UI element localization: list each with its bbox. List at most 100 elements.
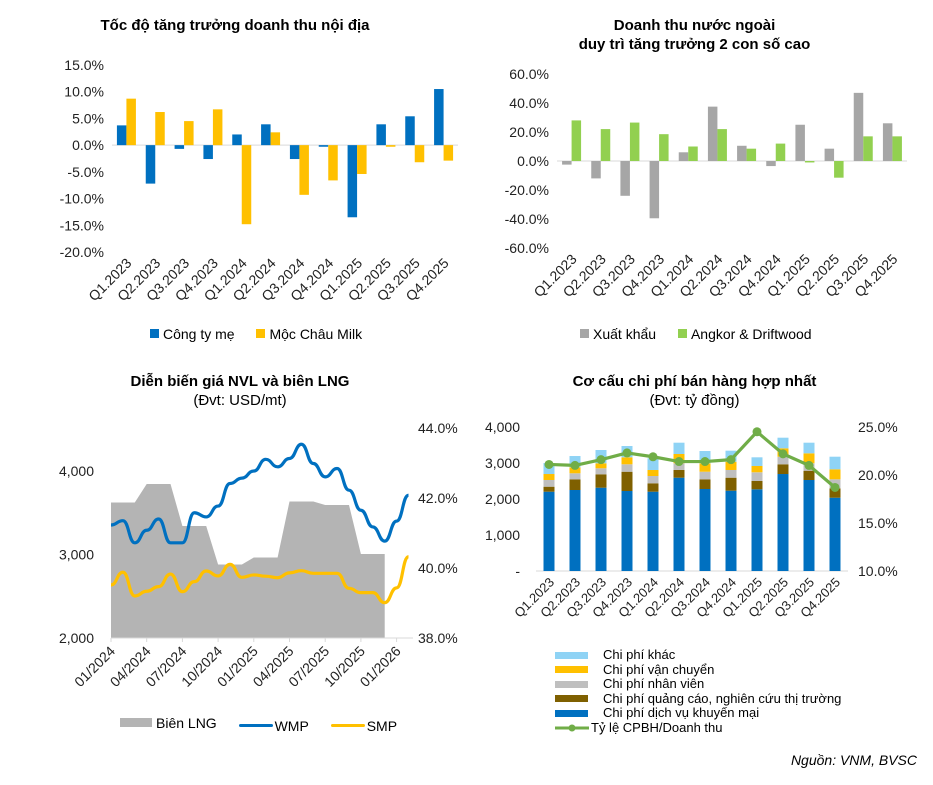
chart-legend: Chi phí khác Chi phí vận chuyển Chi phí … [555,647,841,736]
bar-mộc-châu-milk [241,145,252,225]
bar-công-ty-mẹ [232,134,242,146]
bar-segment [829,456,841,470]
bar-công-ty-mẹ [145,145,156,184]
legend-swatch [120,718,152,727]
bar-angkor-&-driftwood [863,136,873,161]
bar-mộc-châu-milk [443,145,454,161]
bar-angkor-&-driftwood [600,129,611,161]
bar-segment [829,488,841,498]
bar-công-ty-mẹ [318,145,329,147]
legend-item: SMP [330,717,398,734]
bar-angkor-&-driftwood [717,129,727,161]
bar-công-ty-mẹ [261,124,271,146]
bar-mộc-châu-milk [126,98,136,146]
y-tick-label-left: 2,000 [59,630,94,646]
y-tick-label: -15.0% [60,217,104,233]
chart-subtitle: (Đvt: USD/mt) [193,392,287,409]
bar-angkor-&-driftwood [746,148,757,161]
line-point [648,452,658,462]
bar-segment [673,463,685,470]
bar-segment [777,437,789,449]
chart-title: Tốc độ tăng trưởng doanh thu nội địa [100,17,370,34]
y-tick-label: 20.0% [509,124,549,140]
bar-segment [751,472,763,481]
legend-item: Tỷ lệ CPBH/Doanh thu [555,719,841,736]
y-tick-label: -20.0% [505,182,549,198]
legend-item: Xuất khẩu [580,326,656,342]
bar-mộc-châu-milk [270,132,281,146]
y-tick-label-left: 2,000 [485,491,520,507]
line-point [596,455,606,465]
bar-công-ty-mẹ [434,89,444,146]
bar-công-ty-mẹ [289,145,300,160]
y-tick-label: 60.0% [509,66,549,82]
bar-xuất-khẩu [737,145,747,161]
bar-segment [595,487,607,571]
bar-xuất-khẩu [766,161,776,167]
bar-segment [803,479,815,571]
bar-angkor-&-driftwood [834,161,844,178]
bar-mộc-châu-milk [357,145,367,174]
chart-title: Cơ cấu chi phí bán hàng hợp nhất [572,373,817,390]
legend-label: Tỷ lệ CPBH/Doanh thu [591,719,723,735]
y-tick-label-right: 20.0% [858,467,898,483]
bar-segment [647,483,659,492]
chart-material-prices: Diễn biến giá NVL và biên LNG (Đvt: USD/… [0,360,470,740]
bar-segment [699,488,711,571]
bar-segment [569,479,581,490]
bar-mộc-châu-milk [184,121,194,146]
y-tick-label: 40.0% [509,95,549,111]
line-point [570,460,580,470]
legend-swatch [555,651,588,659]
line-ratio [548,429,837,489]
bar-segment [647,491,659,571]
bar-segment [543,479,555,487]
legend-label: Chi phí dịch vụ khuyến mại [603,705,760,720]
bar-mộc-châu-milk [212,109,223,146]
line-point [544,459,554,469]
x-tick-label: 01/2026 [357,643,404,690]
chart-legend: Xuất khẩu Angkor & Driftwood [580,325,830,342]
y-tick-label-right: 44.0% [418,420,458,436]
bar-segment [803,453,815,464]
legend-label: Chi phí khác [603,647,676,662]
y-tick-label: 5.0% [72,110,104,126]
bar-segment [751,481,763,490]
bar-xuất-khẩu [707,106,718,161]
legend-swatch [555,695,588,703]
bar-segment [595,468,607,475]
bar-công-ty-mẹ [203,145,213,160]
bar-segment [543,474,555,480]
chart-subtitle: (Đvt: tỷ đồng) [649,392,740,409]
bar-công-ty-mẹ [376,124,386,146]
line-point [674,457,684,467]
line-smp [110,555,410,605]
bar-segment [569,473,581,480]
line-point [752,427,762,437]
bar-segment [595,474,607,488]
line-wmp [110,442,410,545]
line-point [830,482,840,492]
legend-label: SMP [366,717,398,734]
legend-item: Chi phí vận chuyển [555,662,841,678]
y-tick-label: 0.0% [72,137,104,153]
bar-segment [829,497,841,571]
legend-swatch [555,680,588,688]
chart-title: Doanh thu nước ngoài [613,17,776,34]
bar-mộc-châu-milk [385,145,396,147]
bar-xuất-khẩu [824,148,835,161]
bar-xuất-khẩu [795,124,805,161]
legend-swatch [555,666,588,674]
bar-segment [777,474,789,571]
line-point [804,460,814,470]
bar-segment [673,469,685,478]
legend-label: Biên LNG [156,714,217,731]
y-tick-label: -60.0% [505,240,549,256]
bar-xuất-khẩu [620,161,630,196]
bar-segment [725,490,737,571]
chart-legend: Biên LNG WMP SMP [120,714,415,734]
legend-label: Công ty mẹ [163,325,235,342]
y-tick-label-left: 4,000 [485,419,520,435]
bar-segment [621,491,633,571]
bar-segment [569,490,581,571]
